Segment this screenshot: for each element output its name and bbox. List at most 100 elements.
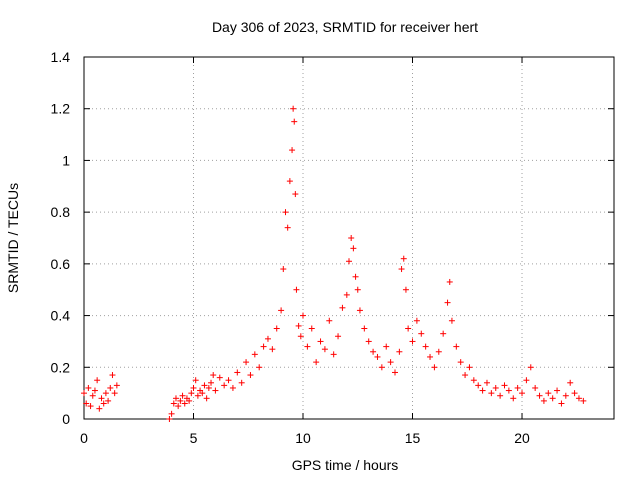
data-point: [405, 325, 412, 332]
data-point: [221, 382, 228, 389]
data-point: [188, 390, 195, 397]
data-point: [398, 266, 405, 273]
data-point: [111, 390, 118, 397]
data-point: [304, 343, 311, 350]
x-tick-label: 15: [405, 430, 421, 446]
data-point: [293, 286, 300, 293]
data-point: [402, 286, 409, 293]
data-point: [475, 382, 482, 389]
data-point: [89, 392, 96, 399]
data-point: [177, 397, 184, 404]
x-tick-label: 5: [190, 430, 198, 446]
data-point: [203, 395, 210, 402]
x-tick-label: 20: [514, 430, 530, 446]
data-point: [317, 338, 324, 345]
data-point: [192, 377, 199, 384]
data-point: [201, 382, 208, 389]
data-point: [210, 372, 217, 379]
data-point: [280, 266, 287, 273]
data-point: [172, 395, 179, 402]
data-point: [247, 372, 254, 379]
data-point: [510, 395, 517, 402]
y-axis-label: SRMTID / TECUs: [5, 183, 21, 293]
data-point: [81, 390, 87, 397]
data-point: [527, 364, 534, 371]
data-point: [558, 400, 565, 407]
data-point: [505, 387, 512, 394]
data-point: [383, 343, 390, 350]
data-point: [278, 307, 285, 314]
data-point: [514, 384, 521, 391]
data-point: [356, 307, 363, 314]
data-point: [190, 384, 197, 391]
y-tick-label: 0: [62, 411, 70, 427]
data-point: [292, 191, 299, 198]
data-point: [361, 325, 368, 332]
data-point: [105, 397, 112, 404]
data-point: [264, 335, 271, 342]
data-point: [352, 273, 359, 280]
data-point: [418, 330, 425, 337]
data-point: [400, 255, 407, 262]
data-point: [453, 343, 460, 350]
chart-title: Day 306 of 2023, SRMTID for receiver her…: [212, 19, 478, 35]
data-point: [98, 395, 105, 402]
y-tick-label: 0.4: [51, 308, 71, 324]
data-point: [501, 382, 508, 389]
data-point: [109, 372, 116, 379]
data-point: [545, 390, 552, 397]
data-point: [462, 372, 469, 379]
data-point: [470, 377, 477, 384]
data-point: [251, 351, 258, 358]
data-point: [346, 258, 352, 265]
data-point: [94, 377, 101, 384]
data-point: [391, 369, 398, 376]
data-point: [225, 377, 232, 384]
data-point: [199, 390, 206, 397]
data-point: [457, 359, 464, 366]
data-point: [229, 384, 236, 391]
data-point: [479, 387, 486, 394]
data-point: [350, 245, 357, 252]
data-point: [343, 291, 350, 298]
data-point: [313, 359, 320, 366]
data-point: [326, 317, 333, 324]
data-series-srmtid: [81, 105, 587, 422]
data-point: [216, 374, 223, 381]
data-point: [181, 400, 188, 407]
data-point: [83, 400, 90, 407]
data-point: [100, 400, 107, 407]
data-point: [284, 224, 291, 231]
data-point: [290, 105, 297, 112]
data-point: [212, 387, 219, 394]
data-point: [297, 333, 304, 340]
data-point: [335, 333, 342, 340]
data-point: [300, 312, 307, 319]
data-point: [194, 392, 201, 399]
data-point: [238, 379, 245, 386]
x-tick-label: 0: [80, 430, 88, 446]
data-point: [179, 392, 186, 399]
data-point: [273, 325, 280, 332]
data-point: [427, 353, 434, 360]
data-point: [234, 369, 241, 376]
data-point: [205, 384, 212, 391]
data-point: [260, 343, 267, 350]
data-point: [348, 235, 355, 241]
data-point: [365, 338, 372, 345]
data-point: [483, 379, 490, 386]
data-point: [532, 384, 539, 391]
data-point: [370, 348, 377, 355]
data-point: [374, 353, 381, 360]
data-point: [523, 377, 530, 384]
data-point: [540, 397, 547, 404]
y-tick-label: 1: [62, 152, 70, 168]
data-point: [91, 387, 98, 394]
data-point: [87, 403, 94, 410]
data-point: [448, 317, 455, 324]
data-point: [488, 390, 495, 397]
data-point: [256, 364, 263, 371]
data-point: [440, 330, 447, 337]
data-point: [466, 364, 473, 371]
